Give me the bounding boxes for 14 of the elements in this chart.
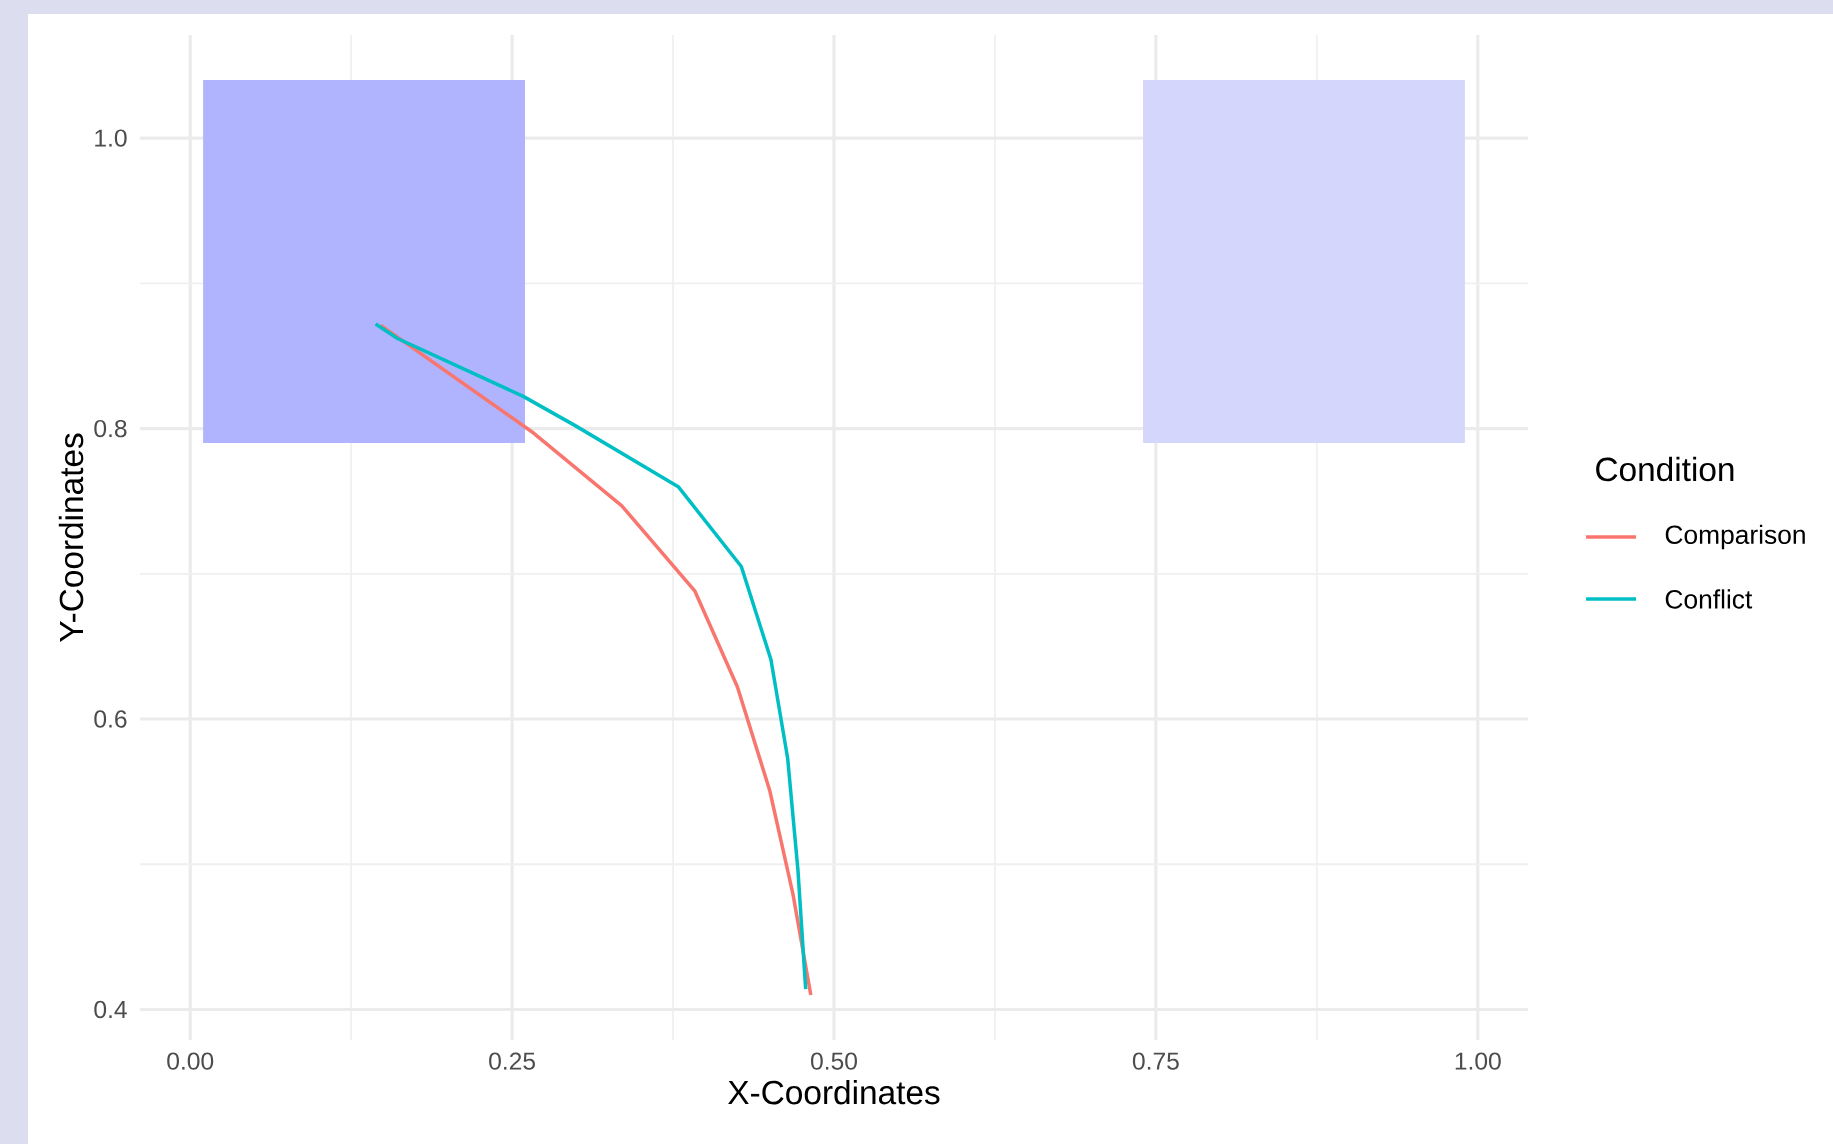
y-tick-label: 1.0: [95, 129, 127, 147]
x-tick-label: 0.00: [167, 1052, 214, 1070]
y-tick-label: 0.6: [94, 710, 127, 728]
x-tick-label: 1.00: [1455, 1052, 1501, 1070]
y-tick-label: 0.4: [94, 1000, 127, 1019]
legend-label: Conflict: [1665, 589, 1753, 609]
legend-title: Condition: [1596, 456, 1734, 482]
y-tick-label: 0.8: [94, 419, 127, 438]
legend-label: Comparison: [1665, 524, 1805, 550]
x-tick-label: 0.50: [811, 1052, 857, 1070]
x-tick-label: 0.75: [1132, 1052, 1179, 1070]
x-axis-title: X-Coordinates: [728, 1079, 940, 1105]
y-axis-title: Y-Coordinates: [58, 433, 84, 642]
x-tick-label: 0.25: [489, 1052, 535, 1070]
